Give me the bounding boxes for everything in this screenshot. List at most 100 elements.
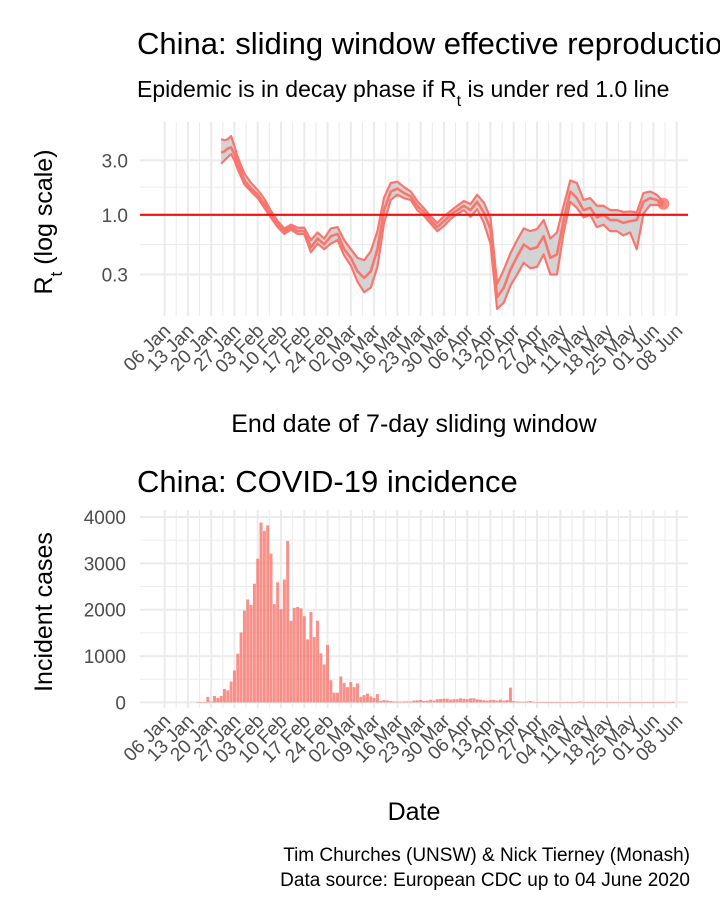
incidence-bar — [545, 701, 549, 703]
incidence-bar — [455, 699, 459, 703]
y-tick-label: 3.0 — [102, 151, 128, 172]
incidence-bar — [289, 620, 293, 703]
incidence-bar — [472, 698, 476, 703]
incidence-bar — [608, 702, 612, 703]
incidence-bar — [229, 681, 233, 703]
caption-source: Data source: European CDC up to 04 June … — [280, 870, 690, 891]
incidence-chart-title: China: COVID-19 incidence — [137, 464, 518, 499]
incidence-bar — [199, 702, 203, 703]
incidence-bar — [269, 553, 273, 703]
incidence-bar — [309, 612, 313, 703]
incidence-bar — [488, 700, 492, 703]
incidence-bar — [668, 702, 672, 703]
incidence-bar — [452, 699, 456, 703]
incidence-bar — [362, 695, 366, 703]
incidence-bar — [219, 695, 223, 703]
incidence-bar — [548, 701, 552, 703]
rt-chart-subtitle: Epidemic is in decay phase if Rt is unde… — [137, 76, 669, 110]
incidence-bar — [665, 702, 669, 703]
incidence-bar — [259, 522, 263, 703]
ylabel-main: R — [30, 276, 58, 294]
incidence-bar — [276, 582, 280, 703]
incidence-bar — [209, 701, 213, 703]
incidence-bar — [538, 701, 542, 703]
incidence-bar — [582, 701, 586, 703]
incidence-bar — [628, 702, 632, 703]
incidence-bar — [651, 702, 655, 703]
incidence-bar — [412, 700, 416, 703]
incidence-bar — [462, 698, 466, 703]
ylabel-subscript: t — [47, 271, 66, 276]
incidence-bar — [568, 702, 572, 703]
incidence-bar — [203, 702, 207, 703]
incidence-bar — [326, 644, 330, 703]
incidence-bar — [535, 701, 539, 703]
incidence-bar — [595, 701, 599, 703]
y-tick-label: 2000 — [84, 601, 126, 622]
incidence-bar — [479, 699, 482, 703]
incidence-bar — [296, 606, 300, 703]
rt-chart-title: China: sliding window effective reproduc… — [137, 26, 720, 61]
incidence-bar — [522, 701, 526, 703]
incidence-bar — [621, 702, 625, 703]
incidence-bar — [389, 701, 393, 703]
y-tick-label: 0 — [115, 693, 126, 714]
incidence-bar — [415, 700, 419, 703]
incidence-bar — [542, 701, 546, 703]
incidence-bar — [196, 702, 200, 703]
incidence-major-gridlines — [140, 510, 688, 708]
incidence-bar — [605, 702, 609, 703]
incidence-bar — [508, 687, 512, 703]
incidence-bar — [372, 697, 376, 703]
rt-latest-point — [657, 197, 670, 210]
incidence-bar — [216, 697, 220, 703]
incidence-bar — [385, 700, 389, 703]
incidence-bar — [302, 616, 306, 703]
incidence-bar — [282, 579, 286, 703]
incidence-bar — [286, 541, 290, 703]
incidence-y-axis-label: Incident cases — [30, 532, 58, 692]
y-tick-label: 3000 — [84, 554, 126, 575]
incidence-bar — [379, 700, 383, 703]
incidence-bar — [316, 620, 320, 703]
y-tick-label: 1000 — [84, 647, 126, 668]
incidence-bar — [346, 687, 349, 703]
incidence-bar — [256, 558, 260, 703]
incidence-bar — [262, 530, 266, 703]
incidence-bar — [588, 702, 592, 703]
incidence-bar — [635, 702, 639, 703]
incidence-bar — [329, 680, 333, 703]
incidence-bar — [445, 698, 449, 703]
incidence-bar — [528, 701, 532, 703]
incidence-bar — [575, 702, 579, 703]
incidence-x-axis-label: Date — [388, 798, 441, 826]
incidence-bar — [658, 702, 662, 703]
incidence-bar — [638, 702, 642, 703]
incidence-bar — [332, 692, 336, 703]
incidence-bar — [336, 692, 340, 703]
incidence-bar — [365, 693, 369, 703]
incidence-bar — [648, 702, 652, 703]
incidence-bar — [465, 699, 469, 703]
incidence-y-tick-labels: 0 1000 2000 3000 4000 — [84, 508, 126, 714]
incidence-bar — [319, 653, 323, 703]
incidence-bar — [375, 694, 379, 703]
incidence-bar — [355, 683, 359, 703]
incidence-bar — [242, 610, 246, 703]
incidence-bar — [532, 701, 536, 703]
incidence-bar — [602, 701, 606, 703]
incidence-bar — [625, 702, 629, 703]
incidence-bar — [359, 696, 363, 703]
rt-lower-bound-line — [220, 153, 664, 311]
incidence-bar — [306, 639, 310, 703]
incidence-bar — [572, 702, 576, 703]
incidence-bar — [485, 700, 489, 703]
incidence-bar — [292, 607, 296, 703]
incidence-bar — [422, 701, 426, 703]
incidence-bar — [236, 653, 240, 703]
incidence-bar — [322, 664, 326, 703]
subtitle-suffix: is under red 1.0 line — [461, 76, 669, 102]
incidence-bar — [252, 583, 256, 703]
rt-y-tick-labels: 0.3 1.0 3.0 — [102, 151, 128, 286]
